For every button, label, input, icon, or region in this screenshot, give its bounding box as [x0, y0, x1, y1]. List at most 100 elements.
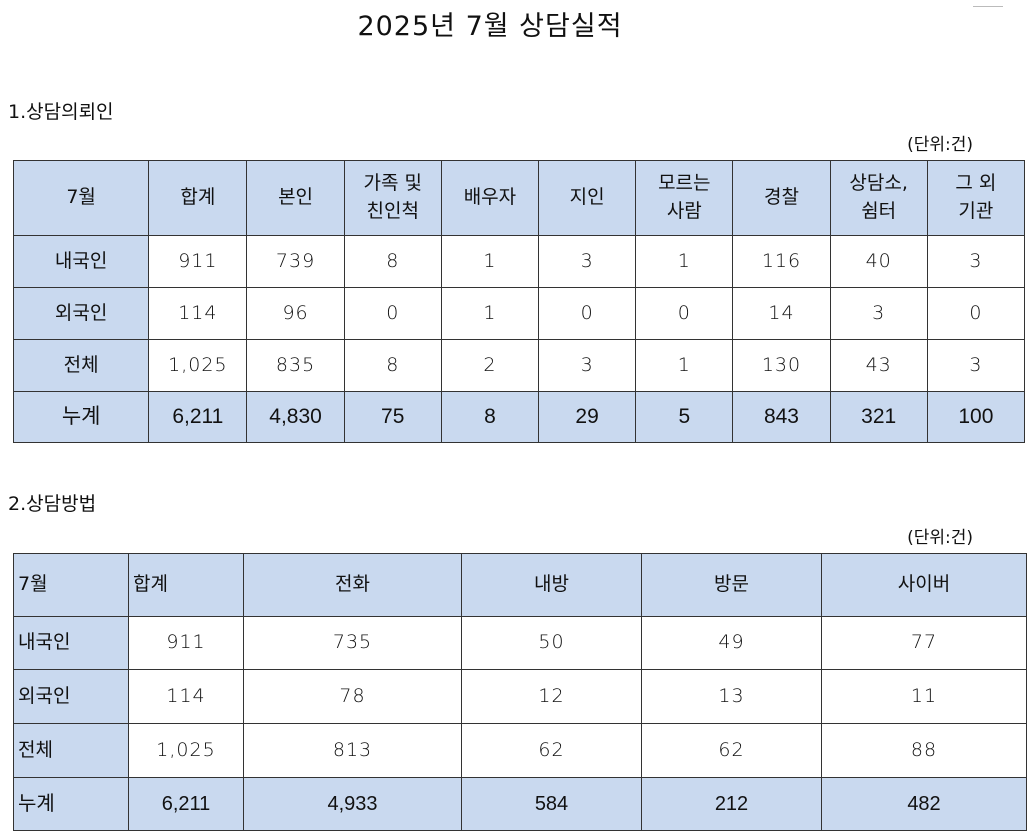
data-cell: 843	[732, 391, 831, 443]
header-cell: 본인	[246, 160, 345, 236]
table-row: 외국인 114 96 0 1 0 0 14 3 0	[12, 287, 1026, 340]
page-title: 2025년 7월 상담실적	[357, 11, 623, 42]
data-cell: 1,025	[128, 723, 244, 778]
data-cell: 40	[829, 235, 928, 288]
data-cell: 1	[440, 287, 540, 340]
row-label: 전체	[12, 339, 150, 392]
row-label: 내국인	[12, 235, 150, 288]
data-cell: 321	[829, 391, 928, 443]
data-cell: 49	[641, 616, 822, 670]
header-line: 가족 및 친인척	[363, 172, 422, 222]
data-cell: 3	[926, 235, 1026, 288]
header-cell: 사이버	[821, 553, 1027, 617]
data-cell: 75	[343, 391, 442, 443]
data-cell: 3	[538, 339, 637, 392]
data-cell: 0	[343, 287, 442, 340]
table-row: 외국인 114 78 12 13 11	[13, 669, 1027, 724]
data-cell: 0	[926, 287, 1026, 340]
data-cell: 0	[635, 287, 734, 340]
table-total-row: 누계 6,211 4,933 584 212 482	[13, 777, 1027, 831]
data-cell: 5	[635, 391, 734, 443]
data-cell: 88	[821, 723, 1027, 778]
data-cell: 735	[243, 616, 462, 670]
section2-heading: 2.상담방법	[8, 493, 97, 515]
table-header-row: 7월 합계 본인 가족 및 친인척 배우자 지인 모르는 사람 경찰 상담소, …	[12, 160, 1026, 236]
row-label: 외국인	[13, 669, 129, 724]
data-cell: 116	[732, 235, 831, 288]
data-cell: 8	[440, 391, 540, 443]
data-cell: 6,211	[148, 391, 248, 443]
row-label: 누계	[12, 391, 150, 443]
header-cell: 지인	[538, 160, 637, 236]
header-line: 모르는 사람	[658, 172, 711, 222]
data-cell: 482	[821, 777, 1027, 831]
header-cell: 그 외 기관	[926, 160, 1026, 236]
data-cell: 12	[461, 669, 642, 724]
header-cell: 내방	[461, 553, 642, 617]
header-cell: 상담소, 쉼터	[829, 160, 928, 236]
data-cell: 14	[732, 287, 831, 340]
data-cell: 1	[635, 339, 734, 392]
data-cell: 911	[148, 235, 248, 288]
data-cell: 2	[440, 339, 540, 392]
data-cell: 8	[343, 339, 442, 392]
table-row: 전체 1,025 813 62 62 88	[13, 723, 1027, 778]
data-cell: 130	[732, 339, 831, 392]
data-cell: 77	[821, 616, 1027, 670]
data-cell: 43	[829, 339, 928, 392]
section2-unit: (단위:건)	[907, 528, 973, 548]
row-label: 내국인	[13, 616, 129, 670]
header-line: 상담소, 쉼터	[849, 172, 908, 222]
referral-table: 7월 합계 본인 가족 및 친인척 배우자 지인 모르는 사람 경찰 상담소, …	[12, 160, 1026, 443]
page-corner-mark	[973, 0, 1003, 7]
row-label: 외국인	[12, 287, 150, 340]
table-row: 전체 1,025 835 8 2 3 1 130 43 3	[12, 339, 1026, 392]
data-cell: 13	[641, 669, 822, 724]
data-cell: 3	[926, 339, 1026, 392]
data-cell: 4,933	[243, 777, 462, 831]
data-cell: 813	[243, 723, 462, 778]
data-cell: 78	[243, 669, 462, 724]
data-cell: 114	[128, 669, 244, 724]
header-cell: 합계	[148, 160, 248, 236]
data-cell: 0	[538, 287, 637, 340]
data-cell: 835	[246, 339, 345, 392]
data-cell: 584	[461, 777, 642, 831]
header-line: 그 외 기관	[955, 172, 997, 222]
header-cell: 배우자	[440, 160, 540, 236]
header-cell: 합계	[128, 553, 244, 617]
table-row: 내국인 911 735 50 49 77	[13, 616, 1027, 670]
header-cell: 모르는 사람	[635, 160, 734, 236]
table-row: 내국인 911 739 8 1 3 1 116 40 3	[12, 235, 1026, 288]
data-cell: 911	[128, 616, 244, 670]
row-label: 전체	[13, 723, 129, 778]
table-total-row: 누계 6,211 4,830 75 8 29 5 843 321 100	[12, 391, 1026, 443]
data-cell: 1	[440, 235, 540, 288]
data-cell: 62	[461, 723, 642, 778]
header-cell: 가족 및 친인척	[343, 160, 442, 236]
data-cell: 212	[641, 777, 822, 831]
table-header-row: 7월 합계 전화 내방 방문 사이버	[13, 553, 1027, 617]
header-cell: 방문	[641, 553, 822, 617]
header-cell: 전화	[243, 553, 462, 617]
header-cell: 7월	[13, 553, 129, 617]
data-cell: 96	[246, 287, 345, 340]
data-cell: 100	[926, 391, 1026, 443]
data-cell: 62	[641, 723, 822, 778]
data-cell: 4,830	[246, 391, 345, 443]
data-cell: 739	[246, 235, 345, 288]
data-cell: 114	[148, 287, 248, 340]
method-table: 7월 합계 전화 내방 방문 사이버 내국인 911 735 50 49 77 …	[13, 553, 1027, 831]
data-cell: 1,025	[148, 339, 248, 392]
data-cell: 29	[538, 391, 637, 443]
section1-unit: (단위:건)	[907, 135, 973, 155]
header-cell: 경찰	[732, 160, 831, 236]
data-cell: 1	[635, 235, 734, 288]
header-cell: 7월	[12, 160, 150, 236]
section1-heading: 1.상담의뢰인	[8, 101, 114, 123]
data-cell: 3	[538, 235, 637, 288]
data-cell: 6,211	[128, 777, 244, 831]
data-cell: 8	[343, 235, 442, 288]
data-cell: 3	[829, 287, 928, 340]
data-cell: 50	[461, 616, 642, 670]
